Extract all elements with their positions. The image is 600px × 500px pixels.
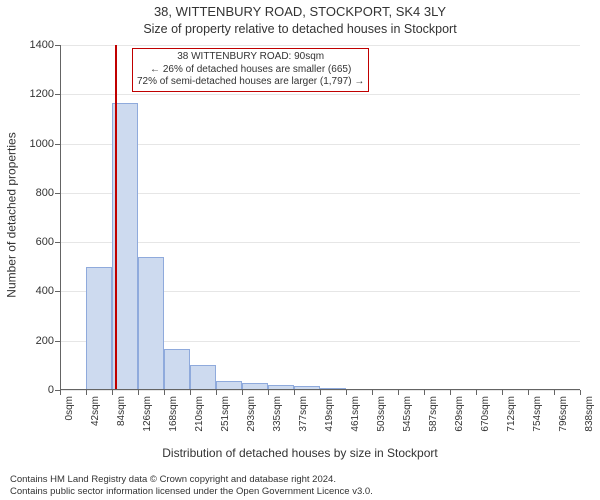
xtick-label: 335sqm xyxy=(272,396,283,432)
ytick-label: 0 xyxy=(48,384,54,396)
xtick-label: 419sqm xyxy=(324,396,335,432)
xtick-label: 629sqm xyxy=(454,396,465,432)
xtick-label: 461sqm xyxy=(350,396,361,432)
gridline xyxy=(60,94,580,95)
annotation-line-1: 38 WITTENBURY ROAD: 90sqm xyxy=(137,51,364,64)
ytick-label: 200 xyxy=(36,335,54,347)
x-axis-label: Distribution of detached houses by size … xyxy=(0,446,600,460)
xtick-mark xyxy=(320,390,321,395)
xtick-label: 796sqm xyxy=(558,396,569,432)
xtick-label: 84sqm xyxy=(116,396,127,426)
xtick-mark xyxy=(164,390,165,395)
xtick-label: 754sqm xyxy=(532,396,543,432)
ytick-label: 800 xyxy=(36,187,54,199)
footer-line-1: Contains HM Land Registry data © Crown c… xyxy=(10,474,373,486)
xtick-mark xyxy=(424,390,425,395)
histogram-bar xyxy=(164,349,190,390)
xtick-label: 42sqm xyxy=(90,396,101,426)
annotation-line-3: 72% of semi-detached houses are larger (… xyxy=(137,76,364,89)
xtick-mark xyxy=(112,390,113,395)
footer-line-2: Contains public sector information licen… xyxy=(10,486,373,498)
xtick-mark xyxy=(190,390,191,395)
xtick-mark xyxy=(86,390,87,395)
xtick-label: 251sqm xyxy=(220,396,231,432)
xtick-label: 293sqm xyxy=(246,396,257,432)
x-axis-line xyxy=(60,389,580,390)
gridline xyxy=(60,45,580,46)
xtick-label: 670sqm xyxy=(480,396,491,432)
xtick-mark xyxy=(138,390,139,395)
xtick-mark xyxy=(294,390,295,395)
xtick-mark xyxy=(346,390,347,395)
chart-subtitle: Size of property relative to detached ho… xyxy=(0,22,600,36)
xtick-label: 545sqm xyxy=(402,396,413,432)
xtick-mark xyxy=(450,390,451,395)
xtick-mark xyxy=(216,390,217,395)
chart-title: 38, WITTENBURY ROAD, STOCKPORT, SK4 3LY xyxy=(0,4,600,19)
annotation-line-2: ← 26% of detached houses are smaller (66… xyxy=(137,64,364,77)
histogram-bar xyxy=(138,257,164,390)
ytick-label: 1000 xyxy=(30,138,54,150)
xtick-label: 126sqm xyxy=(142,396,153,432)
xtick-mark xyxy=(372,390,373,395)
ytick-label: 400 xyxy=(36,285,54,297)
property-size-chart: 38, WITTENBURY ROAD, STOCKPORT, SK4 3LY … xyxy=(0,0,600,500)
ytick-label: 1200 xyxy=(30,88,54,100)
xtick-mark xyxy=(60,390,61,395)
histogram-bar xyxy=(86,267,112,390)
xtick-mark xyxy=(476,390,477,395)
xtick-mark xyxy=(528,390,529,395)
plot-area: 02004006008001000120014000sqm42sqm84sqm1… xyxy=(60,45,580,390)
xtick-label: 377sqm xyxy=(298,396,309,432)
xtick-label: 210sqm xyxy=(194,396,205,432)
xtick-mark xyxy=(554,390,555,395)
annotation-box: 38 WITTENBURY ROAD: 90sqm← 26% of detach… xyxy=(132,48,369,92)
xtick-mark xyxy=(580,390,581,395)
xtick-label: 0sqm xyxy=(64,396,75,420)
xtick-label: 838sqm xyxy=(584,396,595,432)
ytick-label: 600 xyxy=(36,236,54,248)
y-axis-label: Number of detached properties xyxy=(4,0,20,430)
xtick-label: 712sqm xyxy=(506,396,517,432)
ytick-label: 1400 xyxy=(30,39,54,51)
xtick-label: 503sqm xyxy=(376,396,387,432)
histogram-bar xyxy=(190,365,215,390)
xtick-mark xyxy=(242,390,243,395)
chart-footer: Contains HM Land Registry data © Crown c… xyxy=(10,474,373,498)
xtick-mark xyxy=(502,390,503,395)
xtick-mark xyxy=(398,390,399,395)
xtick-label: 168sqm xyxy=(168,396,179,432)
xtick-mark xyxy=(268,390,269,395)
xtick-label: 587sqm xyxy=(428,396,439,432)
reference-line xyxy=(115,45,117,390)
y-axis-line xyxy=(60,45,61,390)
